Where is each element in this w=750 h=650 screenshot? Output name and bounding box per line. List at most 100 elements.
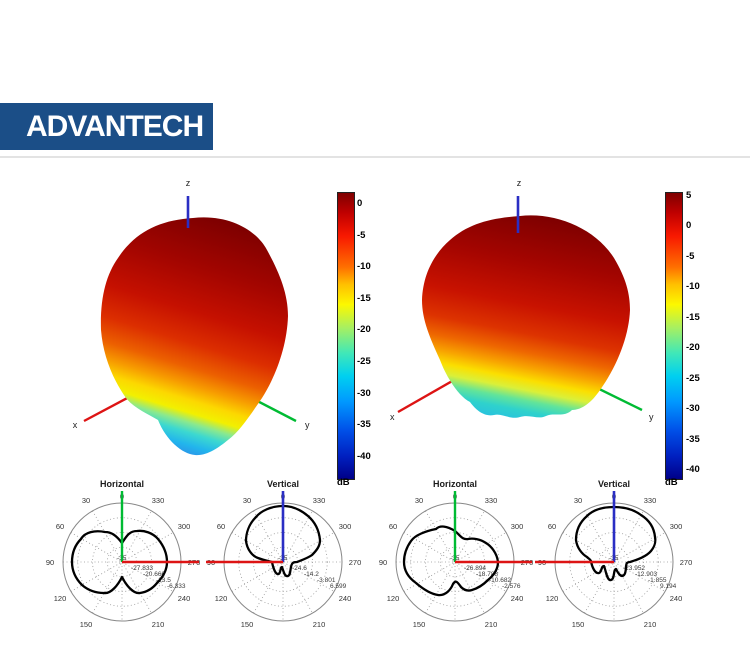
colorbar-right-tick: -20 bbox=[686, 342, 700, 353]
polar-title: Vertical bbox=[598, 479, 630, 489]
svg-text:-13.5: -13.5 bbox=[156, 577, 171, 584]
svg-text:-20.666: -20.666 bbox=[143, 571, 165, 578]
colorbar-left-tick: -10 bbox=[357, 261, 371, 272]
svg-text:60: 60 bbox=[56, 522, 64, 531]
radiation-3d-plot-right: z x y bbox=[390, 178, 654, 422]
advantech-logo: ADVANTECH bbox=[0, 103, 213, 150]
colorbar-left-tick: -40 bbox=[357, 451, 371, 462]
svg-text:120: 120 bbox=[54, 594, 67, 603]
colorbar-left-unit: dB bbox=[337, 477, 350, 488]
colorbar-right-tick: 5 bbox=[686, 190, 692, 201]
colorbar-right-tick: -15 bbox=[686, 312, 700, 323]
svg-text:210: 210 bbox=[644, 620, 657, 629]
svg-text:120: 120 bbox=[387, 594, 400, 603]
svg-text:6.599: 6.599 bbox=[330, 583, 347, 590]
radiation-lobe-surface bbox=[422, 215, 630, 418]
colorbar-right-tick: -35 bbox=[686, 434, 700, 445]
svg-text:300: 300 bbox=[178, 522, 191, 531]
colorbar-right-tick: -10 bbox=[686, 281, 700, 292]
polar-gain-curve bbox=[402, 525, 500, 597]
svg-text:-18.788: -18.788 bbox=[476, 571, 498, 578]
svg-text:270: 270 bbox=[349, 558, 362, 567]
svg-text:30: 30 bbox=[415, 496, 423, 505]
polar-gain-curve bbox=[244, 504, 322, 578]
svg-text:240: 240 bbox=[339, 594, 352, 603]
y-axis-label: y bbox=[649, 412, 654, 422]
svg-text:120: 120 bbox=[215, 594, 228, 603]
svg-text:240: 240 bbox=[178, 594, 191, 603]
polar-gain-curve bbox=[574, 505, 657, 582]
svg-text:-6.333: -6.333 bbox=[167, 583, 186, 590]
svg-text:-12.903: -12.903 bbox=[635, 571, 657, 578]
colorbar-left-tick: 0 bbox=[357, 198, 363, 209]
polar-plot-vertical-2: Vertical 0 30 330 60 300 90 270 120 240 … bbox=[535, 479, 692, 629]
svg-text:300: 300 bbox=[670, 522, 683, 531]
svg-text:-10.682: -10.682 bbox=[489, 577, 511, 584]
colorbar-left-tick: -30 bbox=[357, 388, 371, 399]
colorbar-left-tick: -5 bbox=[357, 230, 366, 241]
z-axis-label: z bbox=[186, 178, 191, 188]
colorbar-left-tick: -15 bbox=[357, 293, 371, 304]
svg-text:210: 210 bbox=[152, 620, 165, 629]
polar-angle-labels: 0 30 330 60 300 90 270 120 240 150 210 bbox=[538, 492, 692, 629]
advantech-logo-text: ADVANTECH bbox=[26, 110, 204, 143]
colorbar-right-tick: -40 bbox=[686, 464, 700, 475]
x-axis-label: x bbox=[73, 420, 78, 430]
svg-text:-23.952: -23.952 bbox=[623, 565, 645, 572]
polar-title: Horizontal bbox=[433, 479, 477, 489]
polar-title: Horizontal bbox=[100, 479, 144, 489]
colorbar-left-tick: -20 bbox=[357, 324, 371, 335]
radiation-lobe-surface bbox=[100, 217, 288, 456]
svg-text:60: 60 bbox=[389, 522, 397, 531]
svg-text:240: 240 bbox=[511, 594, 524, 603]
svg-text:330: 330 bbox=[152, 496, 165, 505]
svg-text:60: 60 bbox=[217, 522, 225, 531]
svg-text:-24.6: -24.6 bbox=[292, 565, 307, 572]
svg-text:60: 60 bbox=[548, 522, 556, 531]
polar-plot-vertical-1: Vertical 0 30 330 60 300 90 270 120 240 … bbox=[206, 479, 362, 629]
svg-text:120: 120 bbox=[546, 594, 559, 603]
svg-text:330: 330 bbox=[313, 496, 326, 505]
x-axis-label: x bbox=[390, 412, 395, 422]
svg-text:-26.894: -26.894 bbox=[464, 565, 486, 572]
svg-text:9.194: 9.194 bbox=[660, 583, 677, 590]
colorbar-right bbox=[665, 192, 683, 480]
colorbar-right-tick: -5 bbox=[686, 251, 695, 262]
polar-plot-horizontal-2: Horizontal 0 30 330 60 300 90 270 120 24… bbox=[379, 479, 533, 629]
svg-text:-14.2: -14.2 bbox=[304, 571, 319, 578]
z-axis-label: z bbox=[517, 178, 522, 188]
svg-text:-2.576: -2.576 bbox=[502, 583, 521, 590]
svg-text:30: 30 bbox=[82, 496, 90, 505]
colorbar-right-tick: -30 bbox=[686, 403, 700, 414]
svg-text:330: 330 bbox=[485, 496, 498, 505]
svg-text:210: 210 bbox=[313, 620, 326, 629]
polar-title: Vertical bbox=[267, 479, 299, 489]
polar-plot-horizontal-1: Horizontal 0 30 330 60 300 90 270 120 24… bbox=[46, 479, 200, 629]
svg-text:150: 150 bbox=[80, 620, 93, 629]
svg-text:300: 300 bbox=[511, 522, 524, 531]
colorbar-right-tick: -25 bbox=[686, 373, 700, 384]
y-axis-label: y bbox=[305, 420, 310, 430]
header-divider bbox=[0, 156, 750, 158]
svg-text:240: 240 bbox=[670, 594, 683, 603]
polar-gain-curve bbox=[70, 529, 169, 595]
svg-text:150: 150 bbox=[413, 620, 426, 629]
colorbar-right-unit: dB bbox=[665, 477, 678, 488]
svg-text:150: 150 bbox=[572, 620, 585, 629]
radiation-3d-plot-left: z x y bbox=[73, 178, 310, 456]
svg-text:300: 300 bbox=[339, 522, 352, 531]
svg-text:330: 330 bbox=[644, 496, 657, 505]
svg-text:30: 30 bbox=[243, 496, 251, 505]
svg-text:30: 30 bbox=[574, 496, 582, 505]
colorbar-left bbox=[337, 192, 355, 480]
colorbar-left-tick: -25 bbox=[357, 356, 371, 367]
colorbar-left-tick: -35 bbox=[357, 419, 371, 430]
svg-text:-1.855: -1.855 bbox=[648, 577, 667, 584]
svg-text:270: 270 bbox=[680, 558, 693, 567]
colorbar-right-tick: 0 bbox=[686, 220, 692, 231]
svg-text:90: 90 bbox=[46, 558, 54, 567]
svg-text:-27.833: -27.833 bbox=[131, 565, 153, 572]
svg-text:150: 150 bbox=[241, 620, 254, 629]
svg-text:90: 90 bbox=[379, 558, 387, 567]
